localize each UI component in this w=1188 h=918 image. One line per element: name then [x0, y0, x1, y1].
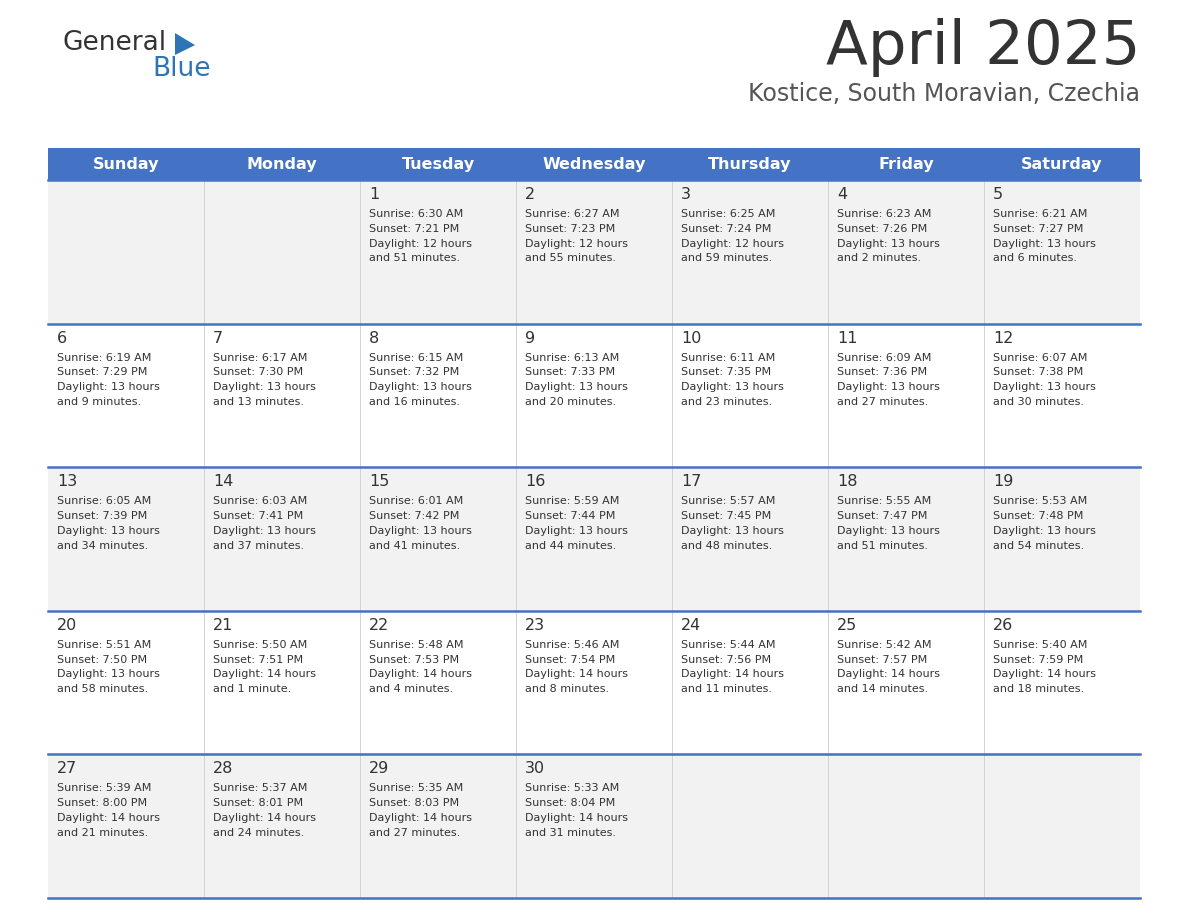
- Text: 6: 6: [57, 330, 68, 345]
- Text: Sunrise: 6:09 AM
Sunset: 7:36 PM
Daylight: 13 hours
and 27 minutes.: Sunrise: 6:09 AM Sunset: 7:36 PM Dayligh…: [838, 353, 940, 407]
- Text: 11: 11: [838, 330, 858, 345]
- Text: Thursday: Thursday: [708, 156, 791, 172]
- Text: Sunrise: 5:59 AM
Sunset: 7:44 PM
Daylight: 13 hours
and 44 minutes.: Sunrise: 5:59 AM Sunset: 7:44 PM Dayligh…: [525, 497, 628, 551]
- Text: Sunrise: 6:27 AM
Sunset: 7:23 PM
Daylight: 12 hours
and 55 minutes.: Sunrise: 6:27 AM Sunset: 7:23 PM Dayligh…: [525, 209, 628, 263]
- Text: 17: 17: [681, 475, 701, 489]
- Text: Sunrise: 5:55 AM
Sunset: 7:47 PM
Daylight: 13 hours
and 51 minutes.: Sunrise: 5:55 AM Sunset: 7:47 PM Dayligh…: [838, 497, 940, 551]
- Text: 3: 3: [681, 187, 691, 202]
- Text: 9: 9: [525, 330, 535, 345]
- Text: 1: 1: [369, 187, 379, 202]
- Text: Sunrise: 6:25 AM
Sunset: 7:24 PM
Daylight: 12 hours
and 59 minutes.: Sunrise: 6:25 AM Sunset: 7:24 PM Dayligh…: [681, 209, 784, 263]
- Text: Sunrise: 5:35 AM
Sunset: 8:03 PM
Daylight: 14 hours
and 27 minutes.: Sunrise: 5:35 AM Sunset: 8:03 PM Dayligh…: [369, 783, 472, 838]
- Text: 8: 8: [369, 330, 379, 345]
- Text: Kostice, South Moravian, Czechia: Kostice, South Moravian, Czechia: [748, 82, 1140, 106]
- Text: Friday: Friday: [878, 156, 934, 172]
- Text: Monday: Monday: [247, 156, 317, 172]
- Text: Sunrise: 6:13 AM
Sunset: 7:33 PM
Daylight: 13 hours
and 20 minutes.: Sunrise: 6:13 AM Sunset: 7:33 PM Dayligh…: [525, 353, 628, 407]
- Text: Sunrise: 5:53 AM
Sunset: 7:48 PM
Daylight: 13 hours
and 54 minutes.: Sunrise: 5:53 AM Sunset: 7:48 PM Dayligh…: [993, 497, 1095, 551]
- Text: Sunrise: 6:15 AM
Sunset: 7:32 PM
Daylight: 13 hours
and 16 minutes.: Sunrise: 6:15 AM Sunset: 7:32 PM Dayligh…: [369, 353, 472, 407]
- Text: Sunrise: 5:48 AM
Sunset: 7:53 PM
Daylight: 14 hours
and 4 minutes.: Sunrise: 5:48 AM Sunset: 7:53 PM Dayligh…: [369, 640, 472, 694]
- Text: 13: 13: [57, 475, 77, 489]
- Text: 16: 16: [525, 475, 545, 489]
- Text: Sunrise: 5:39 AM
Sunset: 8:00 PM
Daylight: 14 hours
and 21 minutes.: Sunrise: 5:39 AM Sunset: 8:00 PM Dayligh…: [57, 783, 160, 838]
- Text: 23: 23: [525, 618, 545, 633]
- Text: Sunrise: 6:01 AM
Sunset: 7:42 PM
Daylight: 13 hours
and 41 minutes.: Sunrise: 6:01 AM Sunset: 7:42 PM Dayligh…: [369, 497, 472, 551]
- Text: 21: 21: [213, 618, 233, 633]
- Text: Sunrise: 6:05 AM
Sunset: 7:39 PM
Daylight: 13 hours
and 34 minutes.: Sunrise: 6:05 AM Sunset: 7:39 PM Dayligh…: [57, 497, 160, 551]
- Text: 19: 19: [993, 475, 1013, 489]
- Text: Sunrise: 5:46 AM
Sunset: 7:54 PM
Daylight: 14 hours
and 8 minutes.: Sunrise: 5:46 AM Sunset: 7:54 PM Dayligh…: [525, 640, 628, 694]
- Text: Sunrise: 6:17 AM
Sunset: 7:30 PM
Daylight: 13 hours
and 13 minutes.: Sunrise: 6:17 AM Sunset: 7:30 PM Dayligh…: [213, 353, 316, 407]
- Text: Blue: Blue: [152, 56, 210, 82]
- Text: Sunrise: 6:11 AM
Sunset: 7:35 PM
Daylight: 13 hours
and 23 minutes.: Sunrise: 6:11 AM Sunset: 7:35 PM Dayligh…: [681, 353, 784, 407]
- Text: 12: 12: [993, 330, 1013, 345]
- Text: 7: 7: [213, 330, 223, 345]
- Bar: [48, 180, 1140, 324]
- Text: 29: 29: [369, 761, 390, 777]
- Text: 15: 15: [369, 475, 390, 489]
- Text: Sunrise: 5:33 AM
Sunset: 8:04 PM
Daylight: 14 hours
and 31 minutes.: Sunrise: 5:33 AM Sunset: 8:04 PM Dayligh…: [525, 783, 628, 838]
- Text: Sunrise: 5:44 AM
Sunset: 7:56 PM
Daylight: 14 hours
and 11 minutes.: Sunrise: 5:44 AM Sunset: 7:56 PM Dayligh…: [681, 640, 784, 694]
- Text: Wednesday: Wednesday: [542, 156, 646, 172]
- Text: Sunrise: 5:51 AM
Sunset: 7:50 PM
Daylight: 13 hours
and 58 minutes.: Sunrise: 5:51 AM Sunset: 7:50 PM Dayligh…: [57, 640, 160, 694]
- Text: Sunrise: 5:37 AM
Sunset: 8:01 PM
Daylight: 14 hours
and 24 minutes.: Sunrise: 5:37 AM Sunset: 8:01 PM Dayligh…: [213, 783, 316, 838]
- Text: Sunrise: 5:42 AM
Sunset: 7:57 PM
Daylight: 14 hours
and 14 minutes.: Sunrise: 5:42 AM Sunset: 7:57 PM Dayligh…: [838, 640, 940, 694]
- Text: 4: 4: [838, 187, 847, 202]
- Text: Sunrise: 6:30 AM
Sunset: 7:21 PM
Daylight: 12 hours
and 51 minutes.: Sunrise: 6:30 AM Sunset: 7:21 PM Dayligh…: [369, 209, 472, 263]
- Text: Sunrise: 5:50 AM
Sunset: 7:51 PM
Daylight: 14 hours
and 1 minute.: Sunrise: 5:50 AM Sunset: 7:51 PM Dayligh…: [213, 640, 316, 694]
- Bar: [48, 755, 1140, 898]
- Text: Sunrise: 6:03 AM
Sunset: 7:41 PM
Daylight: 13 hours
and 37 minutes.: Sunrise: 6:03 AM Sunset: 7:41 PM Dayligh…: [213, 497, 316, 551]
- Text: Sunrise: 6:23 AM
Sunset: 7:26 PM
Daylight: 13 hours
and 2 minutes.: Sunrise: 6:23 AM Sunset: 7:26 PM Dayligh…: [838, 209, 940, 263]
- Text: 22: 22: [369, 618, 390, 633]
- Polygon shape: [175, 33, 195, 55]
- Bar: [48, 467, 1140, 610]
- Text: 28: 28: [213, 761, 233, 777]
- Text: 18: 18: [838, 475, 858, 489]
- Text: Sunrise: 5:40 AM
Sunset: 7:59 PM
Daylight: 14 hours
and 18 minutes.: Sunrise: 5:40 AM Sunset: 7:59 PM Dayligh…: [993, 640, 1097, 694]
- Bar: [48, 324, 1140, 467]
- Bar: [48, 148, 1140, 180]
- Text: Sunrise: 5:57 AM
Sunset: 7:45 PM
Daylight: 13 hours
and 48 minutes.: Sunrise: 5:57 AM Sunset: 7:45 PM Dayligh…: [681, 497, 784, 551]
- Text: 14: 14: [213, 475, 233, 489]
- Text: 27: 27: [57, 761, 77, 777]
- Text: Sunrise: 6:21 AM
Sunset: 7:27 PM
Daylight: 13 hours
and 6 minutes.: Sunrise: 6:21 AM Sunset: 7:27 PM Dayligh…: [993, 209, 1095, 263]
- Text: Sunrise: 6:07 AM
Sunset: 7:38 PM
Daylight: 13 hours
and 30 minutes.: Sunrise: 6:07 AM Sunset: 7:38 PM Dayligh…: [993, 353, 1095, 407]
- Text: Sunday: Sunday: [93, 156, 159, 172]
- Text: Saturday: Saturday: [1022, 156, 1102, 172]
- Text: April 2025: April 2025: [826, 18, 1140, 77]
- Text: 30: 30: [525, 761, 545, 777]
- Text: General: General: [62, 30, 166, 56]
- Text: Sunrise: 6:19 AM
Sunset: 7:29 PM
Daylight: 13 hours
and 9 minutes.: Sunrise: 6:19 AM Sunset: 7:29 PM Dayligh…: [57, 353, 160, 407]
- Text: 10: 10: [681, 330, 701, 345]
- Bar: [48, 610, 1140, 755]
- Text: 24: 24: [681, 618, 701, 633]
- Text: 25: 25: [838, 618, 858, 633]
- Text: 2: 2: [525, 187, 535, 202]
- Text: 5: 5: [993, 187, 1003, 202]
- Text: 20: 20: [57, 618, 77, 633]
- Text: Tuesday: Tuesday: [402, 156, 474, 172]
- Text: 26: 26: [993, 618, 1013, 633]
